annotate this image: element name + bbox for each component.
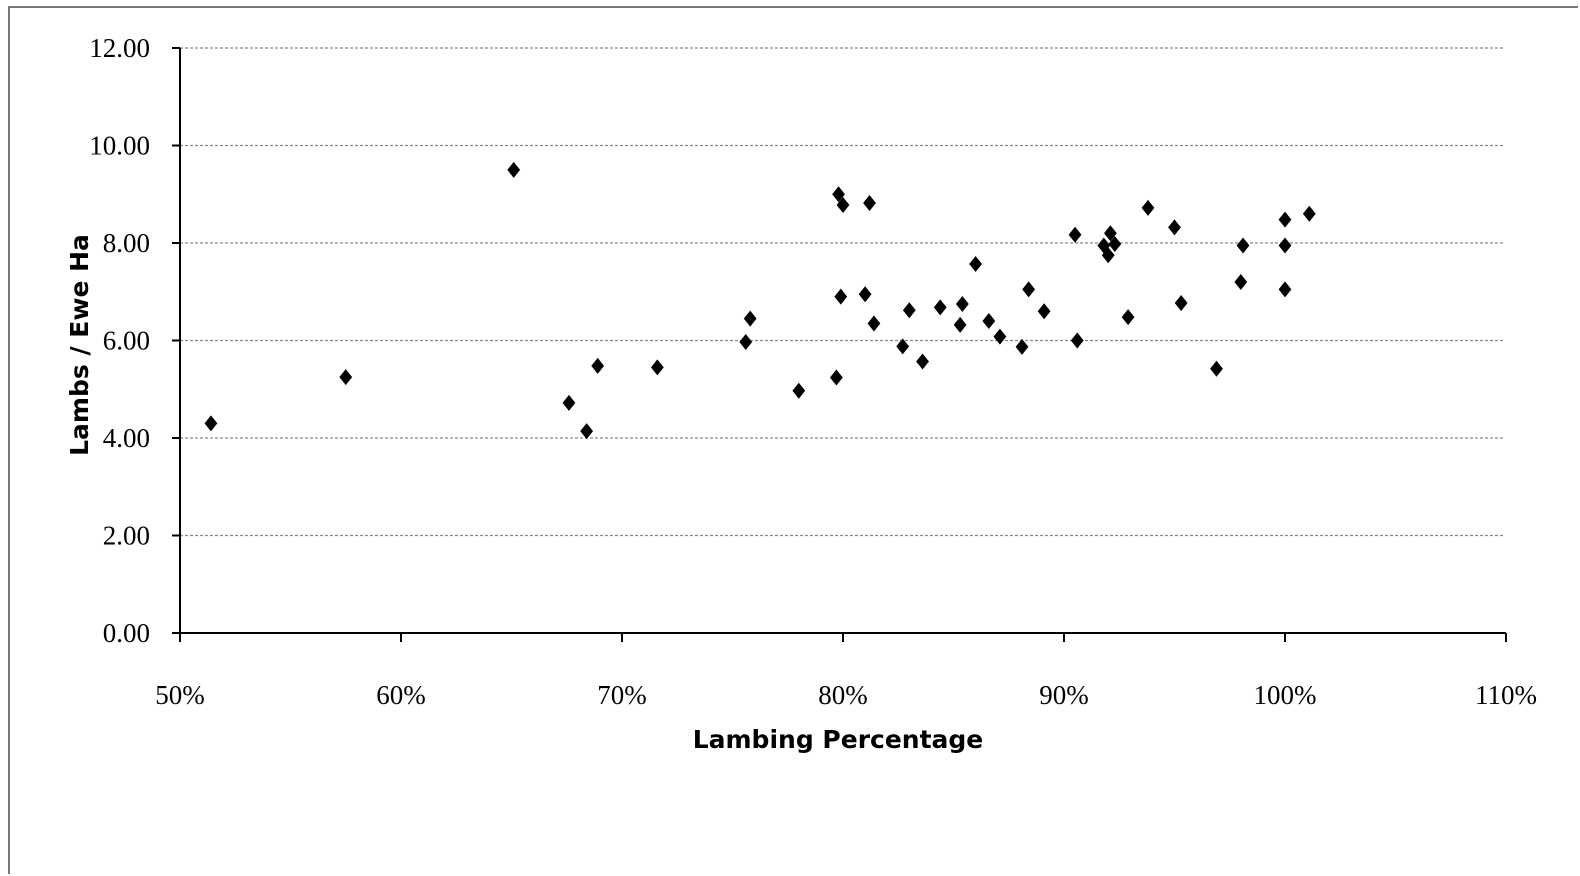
x-tick-label: 50% <box>155 680 205 710</box>
x-tick-label: 110% <box>1475 680 1537 710</box>
x-axis-label: Lambing Percentage <box>693 725 984 754</box>
x-tick-label: 70% <box>597 680 647 710</box>
data-point <box>1015 338 1029 355</box>
data-point <box>1174 294 1188 311</box>
data-point <box>836 196 850 213</box>
data-point <box>204 415 218 432</box>
data-point <box>863 195 876 212</box>
data-point <box>896 338 910 355</box>
data-point <box>591 357 605 374</box>
data-point <box>902 302 916 319</box>
data-point <box>993 328 1007 345</box>
data-point <box>834 288 848 305</box>
data-point <box>1236 237 1250 254</box>
y-tick-label: 0.00 <box>103 618 150 648</box>
y-tick-label: 2.00 <box>103 521 150 551</box>
data-point <box>1210 360 1223 377</box>
data-point <box>507 161 521 178</box>
data-point <box>739 333 753 350</box>
data-point <box>1022 281 1036 298</box>
data-point <box>1302 205 1316 222</box>
data-point <box>832 186 845 203</box>
data-point <box>1121 309 1135 326</box>
y-tick-label: 6.00 <box>103 326 150 356</box>
data-point <box>1068 226 1082 243</box>
x-tick-label: 80% <box>818 680 868 710</box>
chart-frame <box>8 6 1578 874</box>
data-point <box>580 423 594 440</box>
data-point <box>1101 247 1115 264</box>
x-tick-label: 90% <box>1039 680 1089 710</box>
data-point <box>1070 332 1084 349</box>
x-tick-labels: 50% 60% 70% 80% 90% 100% 110% <box>155 680 1537 710</box>
axes <box>179 48 1506 634</box>
data-point <box>743 310 757 327</box>
data-point <box>1278 237 1292 254</box>
x-tick-label: 60% <box>376 680 426 710</box>
y-axis-label: Lambs / Ewe Ha <box>65 234 94 456</box>
y-tick-label: 4.00 <box>103 423 150 453</box>
data-points <box>204 161 1316 440</box>
data-point <box>953 316 967 333</box>
y-tick-label: 8.00 <box>103 228 150 258</box>
data-point <box>1278 211 1292 228</box>
gridlines <box>172 47 1507 642</box>
data-point <box>969 255 982 272</box>
data-point <box>1141 199 1155 216</box>
data-point <box>1104 225 1117 242</box>
data-point <box>1168 219 1181 236</box>
data-point <box>982 313 996 329</box>
data-point <box>933 299 947 316</box>
x-tick-label: 100% <box>1254 680 1317 710</box>
data-point <box>650 359 664 376</box>
data-point <box>792 382 806 399</box>
y-tick-label: 12.00 <box>89 33 150 63</box>
data-point <box>1108 235 1122 252</box>
data-point <box>916 353 929 370</box>
data-point <box>858 286 872 303</box>
data-point <box>1234 274 1248 290</box>
y-tick-label: 10.00 <box>89 131 150 161</box>
data-point <box>562 394 576 411</box>
data-point <box>867 315 881 332</box>
data-point <box>1037 303 1051 320</box>
y-tick-labels: 0.00 2.00 4.00 6.00 8.00 10.00 12.00 <box>89 33 150 648</box>
data-point <box>1278 281 1292 298</box>
data-point <box>829 369 843 386</box>
data-point <box>955 295 969 312</box>
data-point <box>339 369 353 386</box>
